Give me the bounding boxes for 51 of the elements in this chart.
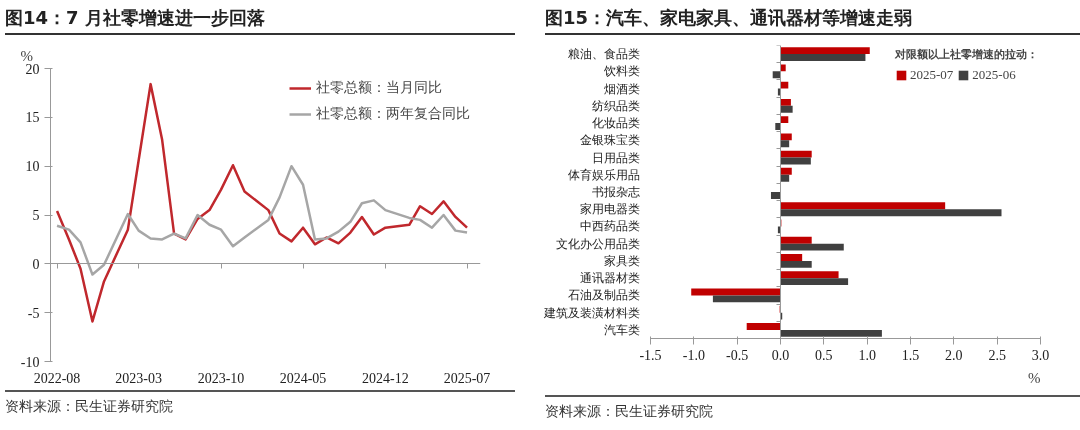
x-tick-label: 2025-07 <box>443 370 491 386</box>
x-tick-label: 1.0 <box>858 347 876 363</box>
x-tick-label: -1.5 <box>639 347 662 363</box>
y-tick-label: 纺织品类 <box>591 98 640 113</box>
legend-title: 对限额以上社零增速的拉动： <box>895 47 1038 62</box>
x-tick-label: 3.0 <box>1031 347 1050 363</box>
y-tick-label: 金银珠宝类 <box>579 133 640 148</box>
text: 资料来源：民生证券研究院 <box>5 397 173 416</box>
x-axis-title: % <box>1028 369 1041 386</box>
x-tick-label: 0.0 <box>771 347 790 363</box>
x-tick-label: 2022-08 <box>33 370 81 386</box>
y-tick-label: 体育娱乐用品 <box>567 167 640 182</box>
text: 资料来源：民生证券研究院 <box>545 402 713 421</box>
legend-label: 社零总额：当月同比 <box>316 79 442 97</box>
x-tick-label: -1.0 <box>682 347 705 363</box>
y-tick-label: 饮料类 <box>602 64 640 79</box>
y-tick-label: 汽车类 <box>603 322 640 337</box>
y-tick-label: 书报杂志 <box>591 185 640 199</box>
y-tick-label: 烟酒类 <box>603 81 640 96</box>
y-tick-label: -5 <box>27 305 40 321</box>
x-tick-label: 2.5 <box>988 347 1006 363</box>
y-tick-label: 家具类 <box>603 253 640 268</box>
x-tick-label: 2023-10 <box>197 370 245 386</box>
x-tick-label: 2023-03 <box>115 370 162 386</box>
x-tick-label: 2.0 <box>945 347 963 363</box>
x-tick-label: 2024-12 <box>362 370 409 386</box>
y-tick-label: 化妆品类 <box>591 116 640 131</box>
x-tick-label: -0.5 <box>726 347 749 363</box>
y-axis-title: % <box>20 47 33 64</box>
y-tick-label: 文化办公用品类 <box>555 236 640 251</box>
y-tick-label: 石油及制品类 <box>567 288 640 303</box>
y-tick-label: 建筑及装潢材料类 <box>542 305 640 320</box>
y-tick-label: 日用品类 <box>591 150 640 165</box>
chart-title: 图14：7 月社零增速进一步回落 <box>5 6 265 30</box>
legend-label: 2025-06 <box>972 67 1016 83</box>
y-tick-label: 5 <box>32 208 40 223</box>
y-tick-label: 10 <box>25 159 40 175</box>
y-tick-label: -10 <box>20 354 40 370</box>
y-tick-label: 中西药品类 <box>579 219 640 234</box>
y-tick-label: 粮油、食品类 <box>567 47 640 62</box>
y-tick-label: 20 <box>25 61 40 77</box>
x-tick-label: 1.5 <box>901 347 920 363</box>
legend-label: 社零总额：两年复合同比 <box>316 105 470 123</box>
y-tick-label: 通讯器材类 <box>579 271 640 286</box>
y-tick-label: 0 <box>32 256 40 272</box>
y-tick-label: 15 <box>25 110 40 126</box>
legend-label: 2025-07 <box>910 67 954 83</box>
x-tick-label: 0.5 <box>815 347 833 363</box>
chart-title: 图15：汽车、家电家具、通讯器材等增速走弱 <box>545 6 913 30</box>
x-tick-label: 2024-05 <box>279 370 327 386</box>
y-tick-label: 家用电器类 <box>579 202 640 217</box>
